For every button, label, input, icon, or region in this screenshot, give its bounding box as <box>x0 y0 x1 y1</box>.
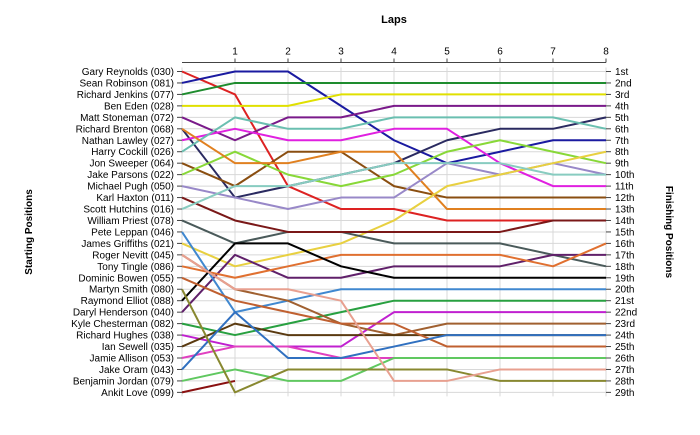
series-line <box>181 70 606 222</box>
finishing-position-label: 3rd <box>615 90 629 101</box>
finishing-position-label: 25th <box>615 342 634 353</box>
lap-tick-label: 1 <box>232 47 238 58</box>
starting-driver-label: Matt Stoneman (072) <box>80 113 174 124</box>
starting-driver-label: Scott Hutchins (016) <box>83 205 174 216</box>
starting-driver-label: Ian Sewell (035) <box>102 342 174 353</box>
starting-driver-label: Harry Cockill (026) <box>91 147 174 158</box>
lap-tick-label: 8 <box>603 47 609 58</box>
finishing-position-label: 18th <box>615 262 634 273</box>
finishing-position-label: 22nd <box>615 308 637 319</box>
series-line <box>181 311 606 371</box>
starting-driver-label: Nathan Lawley (027) <box>82 136 174 147</box>
finishing-position-label: 7th <box>615 136 629 147</box>
starting-driver-label: Richard Hughes (038) <box>76 331 174 342</box>
finishing-position-label: 17th <box>615 250 634 261</box>
series-line <box>181 299 606 337</box>
series-line <box>181 162 606 210</box>
series-lines <box>181 70 607 394</box>
starting-driver-label: Jake Oram (043) <box>99 365 174 376</box>
starting-driver-label: Michael Pugh (050) <box>87 182 174 193</box>
finishing-position-label: 1st <box>615 67 629 78</box>
starting-driver-label: Daryl Henderson (040) <box>73 308 174 319</box>
lap-tick-label: 4 <box>391 47 397 58</box>
finishing-position-label: 9th <box>615 159 629 170</box>
starting-driver-label: Ben Eden (028) <box>104 101 174 112</box>
finishing-position-label: 11th <box>615 182 634 193</box>
finishing-position-label: 2nd <box>615 78 632 89</box>
starting-driver-label: Sean Robinson (081) <box>79 78 174 89</box>
left-axis-title: Starting Positions <box>24 189 35 275</box>
starting-driver-label: Martyn Smith (080) <box>89 285 174 296</box>
starting-driver-label: Benjamin Jordan (079) <box>73 376 174 387</box>
starting-driver-label: Roger Nevitt (045) <box>92 250 174 261</box>
starting-driver-label: Gary Reynolds (030) <box>82 67 174 78</box>
top-axis-title: Laps <box>381 14 407 26</box>
series-line <box>181 219 607 268</box>
finishing-position-label: 12th <box>615 193 634 204</box>
starting-driver-label: Dominic Bowen (055) <box>78 273 174 284</box>
finishing-position-label: 27th <box>615 365 634 376</box>
series-line <box>181 116 607 153</box>
finishing-position-label: 13th <box>615 205 634 216</box>
finishing-position-label: 14th <box>615 216 634 227</box>
series-line <box>181 357 606 382</box>
finishing-position-label: 29th <box>615 388 634 399</box>
series-line <box>181 288 606 394</box>
finishing-position-label: 5th <box>615 113 629 124</box>
series-line <box>181 254 606 382</box>
starting-driver-label: Ankit Love (099) <box>101 388 174 399</box>
series-line <box>182 93 606 107</box>
series-line <box>181 242 607 279</box>
series-line <box>181 127 606 188</box>
finishing-position-label: 10th <box>615 170 634 181</box>
finishing-position-label: 8th <box>615 147 629 158</box>
starting-driver-label: Richard Jenkins (077) <box>77 90 174 101</box>
lap-tick-label: 3 <box>338 47 344 58</box>
lap-tick-label: 5 <box>444 47 450 58</box>
starting-driver-label: Jake Parsons (022) <box>87 170 174 181</box>
starting-driver-label: Jon Sweeper (064) <box>90 159 175 170</box>
series-line <box>181 150 606 199</box>
series-line <box>181 379 236 394</box>
labels: 1 2 3 4 5 6 7 8 Laps Starting Positions Finishing … <box>24 14 674 399</box>
finishing-position-label: 16th <box>615 239 634 250</box>
lap-tick-label: 6 <box>497 47 503 58</box>
right-axis-title: Finishing Positions <box>663 186 674 279</box>
finishing-position-label: 24th <box>615 331 634 342</box>
finishing-position-label: 15th <box>615 227 634 238</box>
starting-driver-label: William Priest (078) <box>87 216 174 227</box>
starting-driver-label: James Griffiths (021) <box>81 239 174 250</box>
starting-driver-label: Richard Brenton (068) <box>76 124 174 135</box>
series-line <box>181 231 606 314</box>
series-line <box>181 196 606 233</box>
lap-tick-label: 2 <box>285 47 291 58</box>
finishing-position-label: 6th <box>615 124 629 135</box>
starting-driver-label: Jamie Allison (053) <box>90 354 174 365</box>
finishing-position-label: 26th <box>615 354 634 365</box>
finishing-position-label: 23rd <box>615 319 635 330</box>
series-line <box>181 139 607 188</box>
series-line <box>181 127 606 211</box>
starting-driver-label: Pete Leppan (046) <box>91 227 174 238</box>
finishing-position-label: 21st <box>615 296 634 307</box>
series-line <box>181 253 606 313</box>
series-line <box>181 276 606 348</box>
finishing-position-label: 19th <box>615 273 634 284</box>
finishing-position-label: 28th <box>615 376 634 387</box>
series-line <box>181 70 606 165</box>
starting-driver-label: Kyle Chesterman (082) <box>71 319 174 330</box>
finishing-position-label: 20th <box>615 285 634 296</box>
starting-driver-label: Karl Haxton (011) <box>96 193 174 204</box>
finishing-position-label: 4th <box>615 101 629 112</box>
series-line <box>181 242 606 302</box>
starting-driver-label: Raymond Elliot (088) <box>81 296 174 307</box>
series-line <box>181 81 606 96</box>
starting-driver-label: Tony Tingle (086) <box>97 262 174 273</box>
lap-tick-label: 7 <box>550 47 556 58</box>
